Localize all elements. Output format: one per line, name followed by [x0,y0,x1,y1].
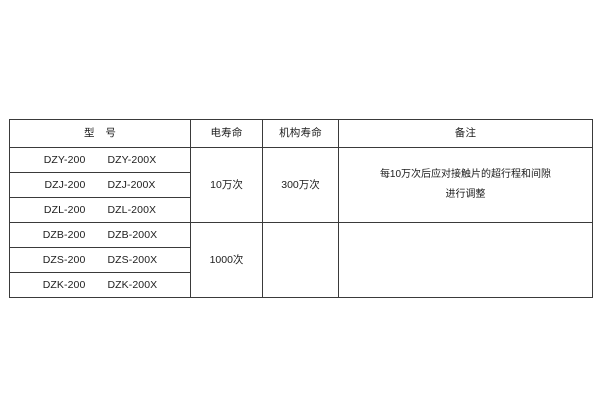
table-row: DZL-200 DZL-200X [9,197,593,223]
remark-line-1: 每10万次后应对接触片的超行程和间隙 [379,169,552,180]
table-row: DZS-200 DZS-200X [9,247,593,273]
model-code-primary: DZJ-200 [44,178,86,191]
header-label-electrical-life: 电寿命 [210,127,243,140]
model-pair: DZB-200 DZB-200X [10,223,190,247]
model-pair: DZY-200 DZY-200X [10,148,190,172]
cell-electrical-life: 10万次 [190,147,263,223]
cell-model: DZB-200 DZB-200X [9,222,191,248]
cell-electrical-life: 1000次 [190,222,263,298]
table-row: DZJ-200 DZJ-200X [9,172,593,198]
model-pair: DZK-200 DZK-200X [10,273,190,297]
table-row: DZY-200 DZY-200X 10万次 300万次 每10万次后应对接触片的… [9,147,593,223]
cell-model: DZK-200 DZK-200X [9,272,191,298]
electrical-life-value: 10万次 [210,178,243,191]
table-row: DZK-200 DZK-200X [9,272,593,298]
cell-remark: 每10万次后应对接触片的超行程和间隙 进行调整 [338,147,593,223]
header-cell-remark: 备注 [338,119,593,148]
model-pair: DZS-200 DZS-200X [10,248,190,272]
relay-specification-table: 型 号 电寿命 机构寿命 备注 DZY-2 [9,119,593,298]
remark-line-2: 进行调整 [445,189,486,200]
model-code-variant: DZK-200X [107,278,158,291]
spec-table-container: 型 号 电寿命 机构寿命 备注 DZY-2 [9,119,593,298]
header-cell-model: 型 号 [9,119,191,148]
mechanical-life-value: 300万次 [281,178,320,191]
header-cell-electrical-life: 电寿命 [190,119,263,148]
model-code-variant: DZL-200X [107,203,157,216]
cell-model: DZY-200 DZY-200X [9,147,191,173]
table-row: DZB-200 DZB-200X 1000次 [9,222,593,298]
cell-remark [338,222,593,298]
cell-mechanical-life: 300万次 [262,147,339,223]
cell-model: DZL-200 DZL-200X [9,197,191,223]
model-pair: DZJ-200 DZJ-200X [10,173,190,197]
header-cell-mechanical-life: 机构寿命 [262,119,339,148]
model-pair: DZL-200 DZL-200X [10,198,190,222]
model-code-variant: DZJ-200X [107,178,156,191]
model-code-primary: DZY-200 [43,153,86,166]
cell-model: DZJ-200 DZJ-200X [9,172,191,198]
model-code-variant: DZS-200X [107,253,158,266]
cell-model: DZS-200 DZS-200X [9,247,191,273]
model-code-primary: DZK-200 [42,278,86,291]
model-code-primary: DZS-200 [42,253,86,266]
header-label-mechanical-life: 机构寿命 [279,127,322,140]
model-code-primary: DZB-200 [42,228,86,241]
electrical-life-value: 1000次 [209,253,244,266]
table-header-row: 型 号 电寿命 机构寿命 备注 [9,119,593,148]
cell-mechanical-life [262,222,339,298]
header-label-remark: 备注 [454,127,477,140]
model-code-variant: DZY-200X [107,153,157,166]
header-label-model: 型 号 [83,127,117,140]
model-code-primary: DZL-200 [43,203,86,216]
model-code-variant: DZB-200X [107,228,158,241]
